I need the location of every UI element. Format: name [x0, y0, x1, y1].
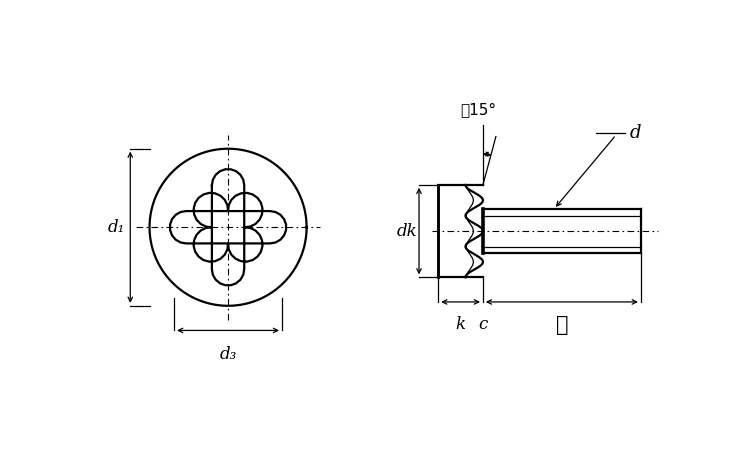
- Text: d₁: d₁: [108, 219, 125, 236]
- Text: ℓ: ℓ: [556, 316, 568, 335]
- Text: dk: dk: [396, 223, 417, 239]
- Text: d₃: d₃: [220, 346, 237, 363]
- Text: 約15°: 約15°: [460, 102, 496, 117]
- Text: d: d: [629, 124, 640, 142]
- Text: c: c: [478, 316, 488, 333]
- Text: k: k: [455, 316, 466, 333]
